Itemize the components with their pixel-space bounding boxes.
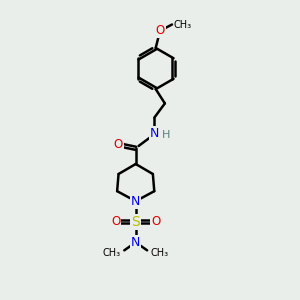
Text: S: S [131, 215, 140, 229]
Text: N: N [150, 127, 159, 140]
Text: CH₃: CH₃ [151, 248, 169, 258]
Text: H: H [162, 130, 170, 140]
Text: N: N [131, 236, 140, 249]
Text: O: O [113, 138, 123, 152]
Text: N: N [131, 195, 140, 208]
Text: CH₃: CH₃ [103, 248, 121, 258]
Text: O: O [111, 215, 120, 228]
Text: O: O [151, 215, 160, 228]
Text: O: O [155, 24, 165, 37]
Text: CH₃: CH₃ [173, 20, 191, 29]
